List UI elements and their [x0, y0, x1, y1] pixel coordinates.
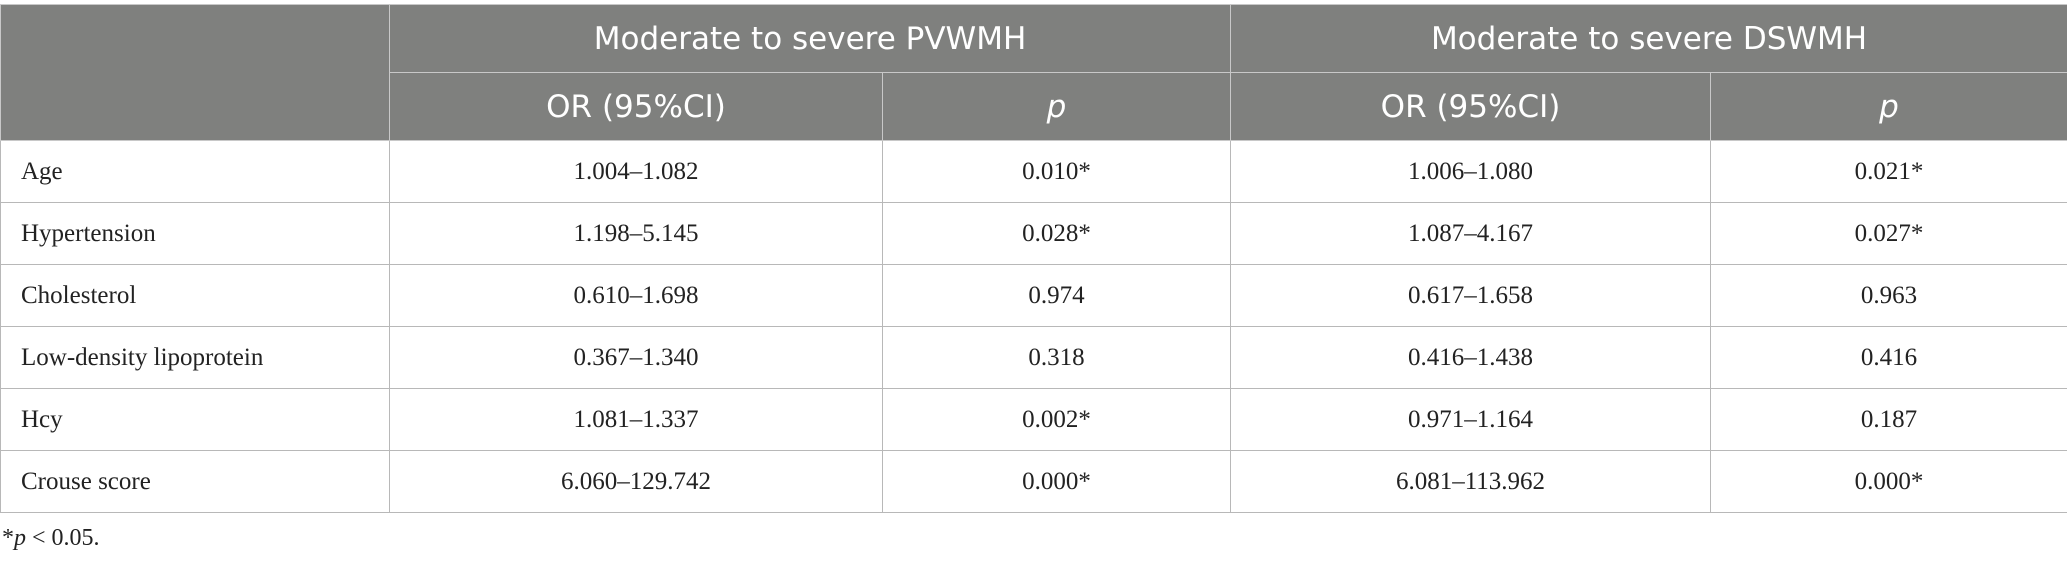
cell: 6.060–129.742	[389, 450, 883, 513]
cell: 1.004–1.082	[389, 140, 883, 203]
table-row: Hypertension 1.198–5.145 0.028* 1.087–4.167…	[0, 202, 2067, 265]
row-label: Low-density lipoprotein	[0, 326, 390, 389]
subheader: p	[1710, 72, 2067, 141]
row-label: Hcy	[0, 388, 390, 451]
cell: 0.416	[1710, 326, 2067, 389]
cell: 0.010*	[881, 140, 1232, 203]
table-row: Low-density lipoprotein 0.367–1.340 0.318 0…	[0, 326, 2067, 389]
cell: 6.081–113.962	[1230, 450, 1712, 513]
footnote-symbol: p	[14, 525, 26, 551]
subheader: p	[881, 72, 1232, 141]
group-header: Moderate to severe PVWMH	[388, 4, 1232, 73]
table-body: Age 1.004–1.082 0.010* 1.006–1.080 0.021* Hyp…	[0, 140, 2067, 513]
subheader: OR (95%CI)	[389, 72, 883, 141]
cell: 1.081–1.337	[389, 388, 883, 451]
cell: 0.610–1.698	[389, 264, 883, 327]
cell: 0.002*	[881, 388, 1232, 451]
cell: 0.974	[881, 264, 1232, 327]
subheader: OR (95%CI)	[1230, 72, 1712, 141]
row-label: Crouse score	[0, 450, 390, 513]
cell: 1.198–5.145	[389, 202, 883, 265]
cell: 0.028*	[881, 202, 1232, 265]
row-label: Age	[0, 140, 390, 203]
footnote-text: < 0.05.	[26, 525, 100, 551]
cell: 0.416–1.438	[1230, 326, 1712, 389]
cell: 0.963	[1710, 264, 2067, 327]
footnote: *p < 0.05.	[2, 525, 100, 552]
row-label: Cholesterol	[0, 264, 390, 327]
cell: 0.318	[881, 326, 1232, 389]
cell: 0.367–1.340	[389, 326, 883, 389]
footnote-mark: *	[2, 525, 14, 551]
table-row: Cholesterol 0.610–1.698 0.974 0.617–1.658 0.…	[0, 264, 2067, 327]
cell: 0.000*	[881, 450, 1232, 513]
table-row: Crouse score 6.060–129.742 0.000* 6.081–113…	[0, 450, 2067, 513]
row-label-header	[0, 4, 390, 141]
cell: 0.617–1.658	[1230, 264, 1712, 327]
row-label: Hypertension	[0, 202, 390, 265]
cell: 0.000*	[1710, 450, 2067, 513]
cell: 1.006–1.080	[1230, 140, 1712, 203]
cell: 1.087–4.167	[1230, 202, 1712, 265]
cell: 0.021*	[1710, 140, 2067, 203]
cell: 0.971–1.164	[1230, 388, 1712, 451]
results-table: Moderate to severe PVWMH Moderate to sev…	[0, 4, 2067, 513]
cell: 0.027*	[1710, 202, 2067, 265]
group-header: Moderate to severe DSWMH	[1230, 4, 2067, 73]
table-row: Age 1.004–1.082 0.010* 1.006–1.080 0.021*	[0, 140, 2067, 203]
cell: 0.187	[1710, 388, 2067, 451]
table-row: Hcy 1.081–1.337 0.002* 0.971–1.164 0.187	[0, 388, 2067, 451]
